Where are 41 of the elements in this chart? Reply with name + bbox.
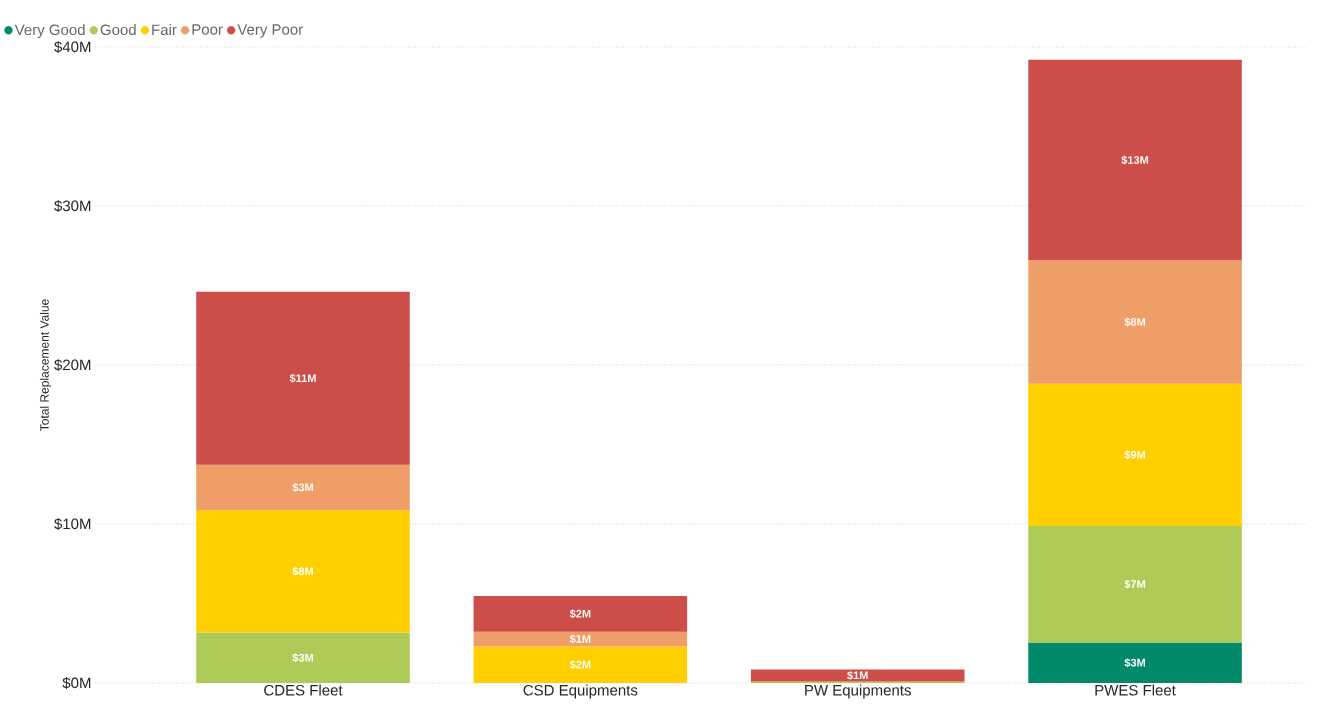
legend-label: Fair: [152, 24, 177, 36]
bar: [473, 596, 688, 632]
bar: [1028, 525, 1242, 643]
x-tick-label: CDES Fleet: [264, 684, 343, 696]
bar: [1028, 383, 1242, 526]
bar: [750, 669, 965, 682]
data-label: $9M: [1124, 450, 1145, 460]
legend-label: Very Poor: [237, 24, 303, 38]
x-tick-label: PWES Fleet: [1095, 684, 1176, 696]
bar: [196, 464, 410, 511]
x-tick-label: PW Equipments: [805, 684, 911, 699]
data-label: $3M: [292, 482, 313, 492]
data-label: $11M: [289, 373, 316, 383]
legend-label: Good: [100, 24, 136, 36]
legend-label: Very Good: [14, 24, 85, 39]
data-label: $2M: [569, 609, 591, 619]
bar: [196, 510, 410, 633]
y-axis-title: Total Replacement Value: [39, 299, 52, 431]
y-tick-label: $40M: [54, 40, 91, 54]
y-tick-label: $30M: [54, 199, 91, 213]
data-label: $2M: [569, 660, 591, 670]
data-label: $1M: [569, 634, 591, 644]
y-tick-label: $20M: [54, 358, 91, 372]
data-label: $1M: [847, 670, 868, 680]
x-tick-label: CSD Equipments: [523, 684, 638, 699]
bar: [1028, 59, 1242, 261]
bar: [196, 632, 410, 683]
data-label: $13M: [1121, 155, 1149, 165]
y-tick-label: $0M: [62, 676, 91, 690]
data-label: $7M: [1124, 579, 1145, 589]
bar: [196, 291, 410, 465]
bar: [473, 631, 688, 647]
data-label: $8M: [1124, 317, 1145, 327]
data-label: $3M: [292, 653, 313, 663]
data-label: $3M: [1124, 658, 1145, 668]
bar: [1028, 642, 1242, 683]
bar: [1028, 260, 1242, 384]
y-tick-label: $10M: [54, 517, 91, 531]
legend-label: Poor: [192, 24, 223, 35]
data-label: $8M: [292, 566, 313, 576]
bar: [473, 646, 688, 683]
